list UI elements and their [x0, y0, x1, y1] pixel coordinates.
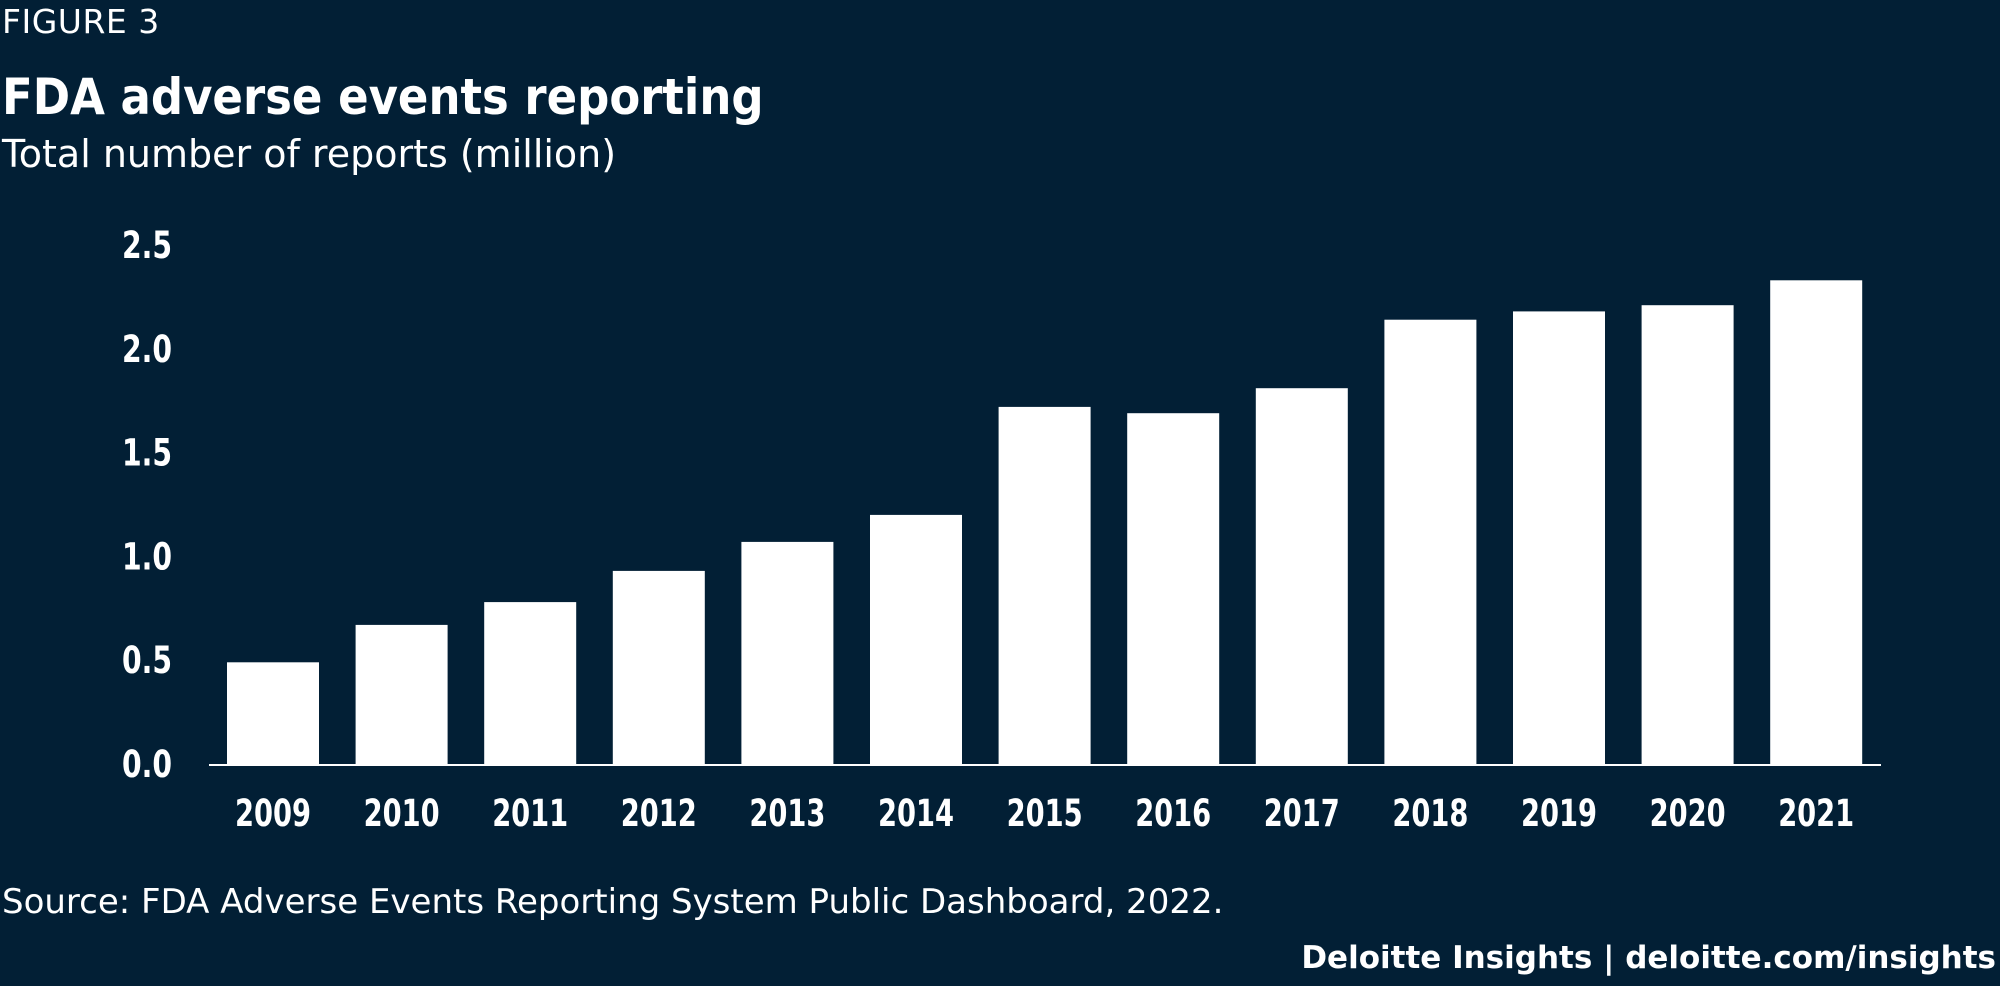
x-tick-label: 2009 [235, 792, 311, 835]
chart-subtitle: Total number of reports (million) [2, 132, 617, 176]
x-tick-label: 2015 [1007, 792, 1083, 835]
x-tick-label: 2020 [1650, 792, 1726, 835]
x-tick-label: 2014 [878, 792, 954, 835]
bar-2017 [1255, 388, 1348, 764]
y-tick-label: 1.0 [122, 535, 172, 578]
bar-2010 [355, 624, 448, 764]
x-tick-label: 2012 [621, 792, 697, 835]
x-tick-label: 2011 [492, 792, 568, 835]
x-tick-label: 2016 [1135, 792, 1211, 835]
source-note: Source: FDA Adverse Events Reporting Sys… [2, 882, 1224, 922]
x-tick-label: 2013 [749, 792, 825, 835]
bar-2015 [998, 406, 1091, 764]
x-tick-label: 2017 [1264, 792, 1340, 835]
figure-label: FIGURE 3 [2, 2, 160, 41]
bar-2020 [1641, 305, 1734, 764]
bar-2012 [612, 570, 705, 764]
y-tick-label: 1.5 [122, 432, 172, 475]
bar-2021 [1770, 280, 1863, 764]
bars [227, 280, 1863, 764]
brand-footer: Deloitte Insights | deloitte.com/insight… [1301, 940, 1996, 976]
x-tick-label: 2018 [1392, 792, 1468, 835]
y-tick-label: 2.5 [122, 224, 172, 267]
bar-2013 [741, 541, 834, 764]
y-axis-ticks: 0.0 0.5 1.0 1.5 2.0 2.5 [122, 224, 172, 786]
x-tick-label: 2021 [1778, 792, 1854, 835]
y-tick-label: 0.5 [122, 639, 172, 682]
x-tick-label: 2019 [1521, 792, 1597, 835]
bar-2019 [1513, 311, 1605, 764]
bar-2016 [1127, 413, 1220, 764]
x-axis-ticks: 2009 2010 2011 2012 2013 2014 2015 2016 2017 2018… [235, 792, 1854, 835]
y-tick-label: 2.0 [122, 328, 172, 371]
bar-2018 [1384, 319, 1477, 764]
x-tick-label: 2010 [364, 792, 440, 835]
y-tick-label: 0.0 [122, 743, 172, 786]
bar-2014 [870, 514, 962, 764]
bar-2009 [227, 662, 319, 764]
bar-2011 [484, 602, 577, 764]
chart-title: FDA adverse events reporting [2, 68, 764, 126]
